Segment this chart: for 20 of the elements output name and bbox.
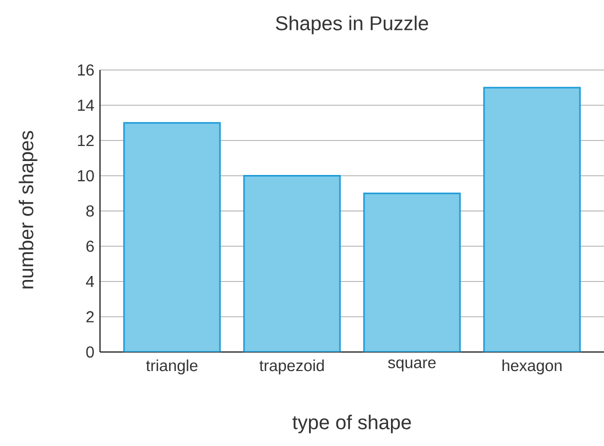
y-tick-label: 2 — [86, 311, 94, 322]
x-tick-label: trapezoid — [259, 360, 324, 374]
y-tick-label: 14 — [78, 100, 94, 111]
x-tick-label: hexagon — [502, 360, 562, 374]
y-tick-label: 8 — [86, 205, 94, 217]
chart-title: Shapes in Puzzle — [276, 16, 428, 34]
bar — [123, 122, 221, 352]
x-tick-label: triangle — [146, 360, 198, 374]
bar — [243, 174, 341, 352]
y-tick-label: 10 — [78, 170, 94, 182]
y-axis-title: number of shapes — [18, 131, 38, 288]
y-tick-label: 6 — [86, 240, 94, 252]
y-tick-label: 16 — [78, 64, 94, 76]
y-tick-label: 0 — [86, 346, 94, 358]
y-tick-label: 12 — [78, 134, 94, 146]
bar — [363, 192, 461, 352]
y-tick-label: 4 — [86, 276, 94, 287]
x-tick-label: square — [388, 360, 436, 372]
bar — [483, 86, 581, 352]
x-axis-title: type of shape — [292, 414, 411, 434]
